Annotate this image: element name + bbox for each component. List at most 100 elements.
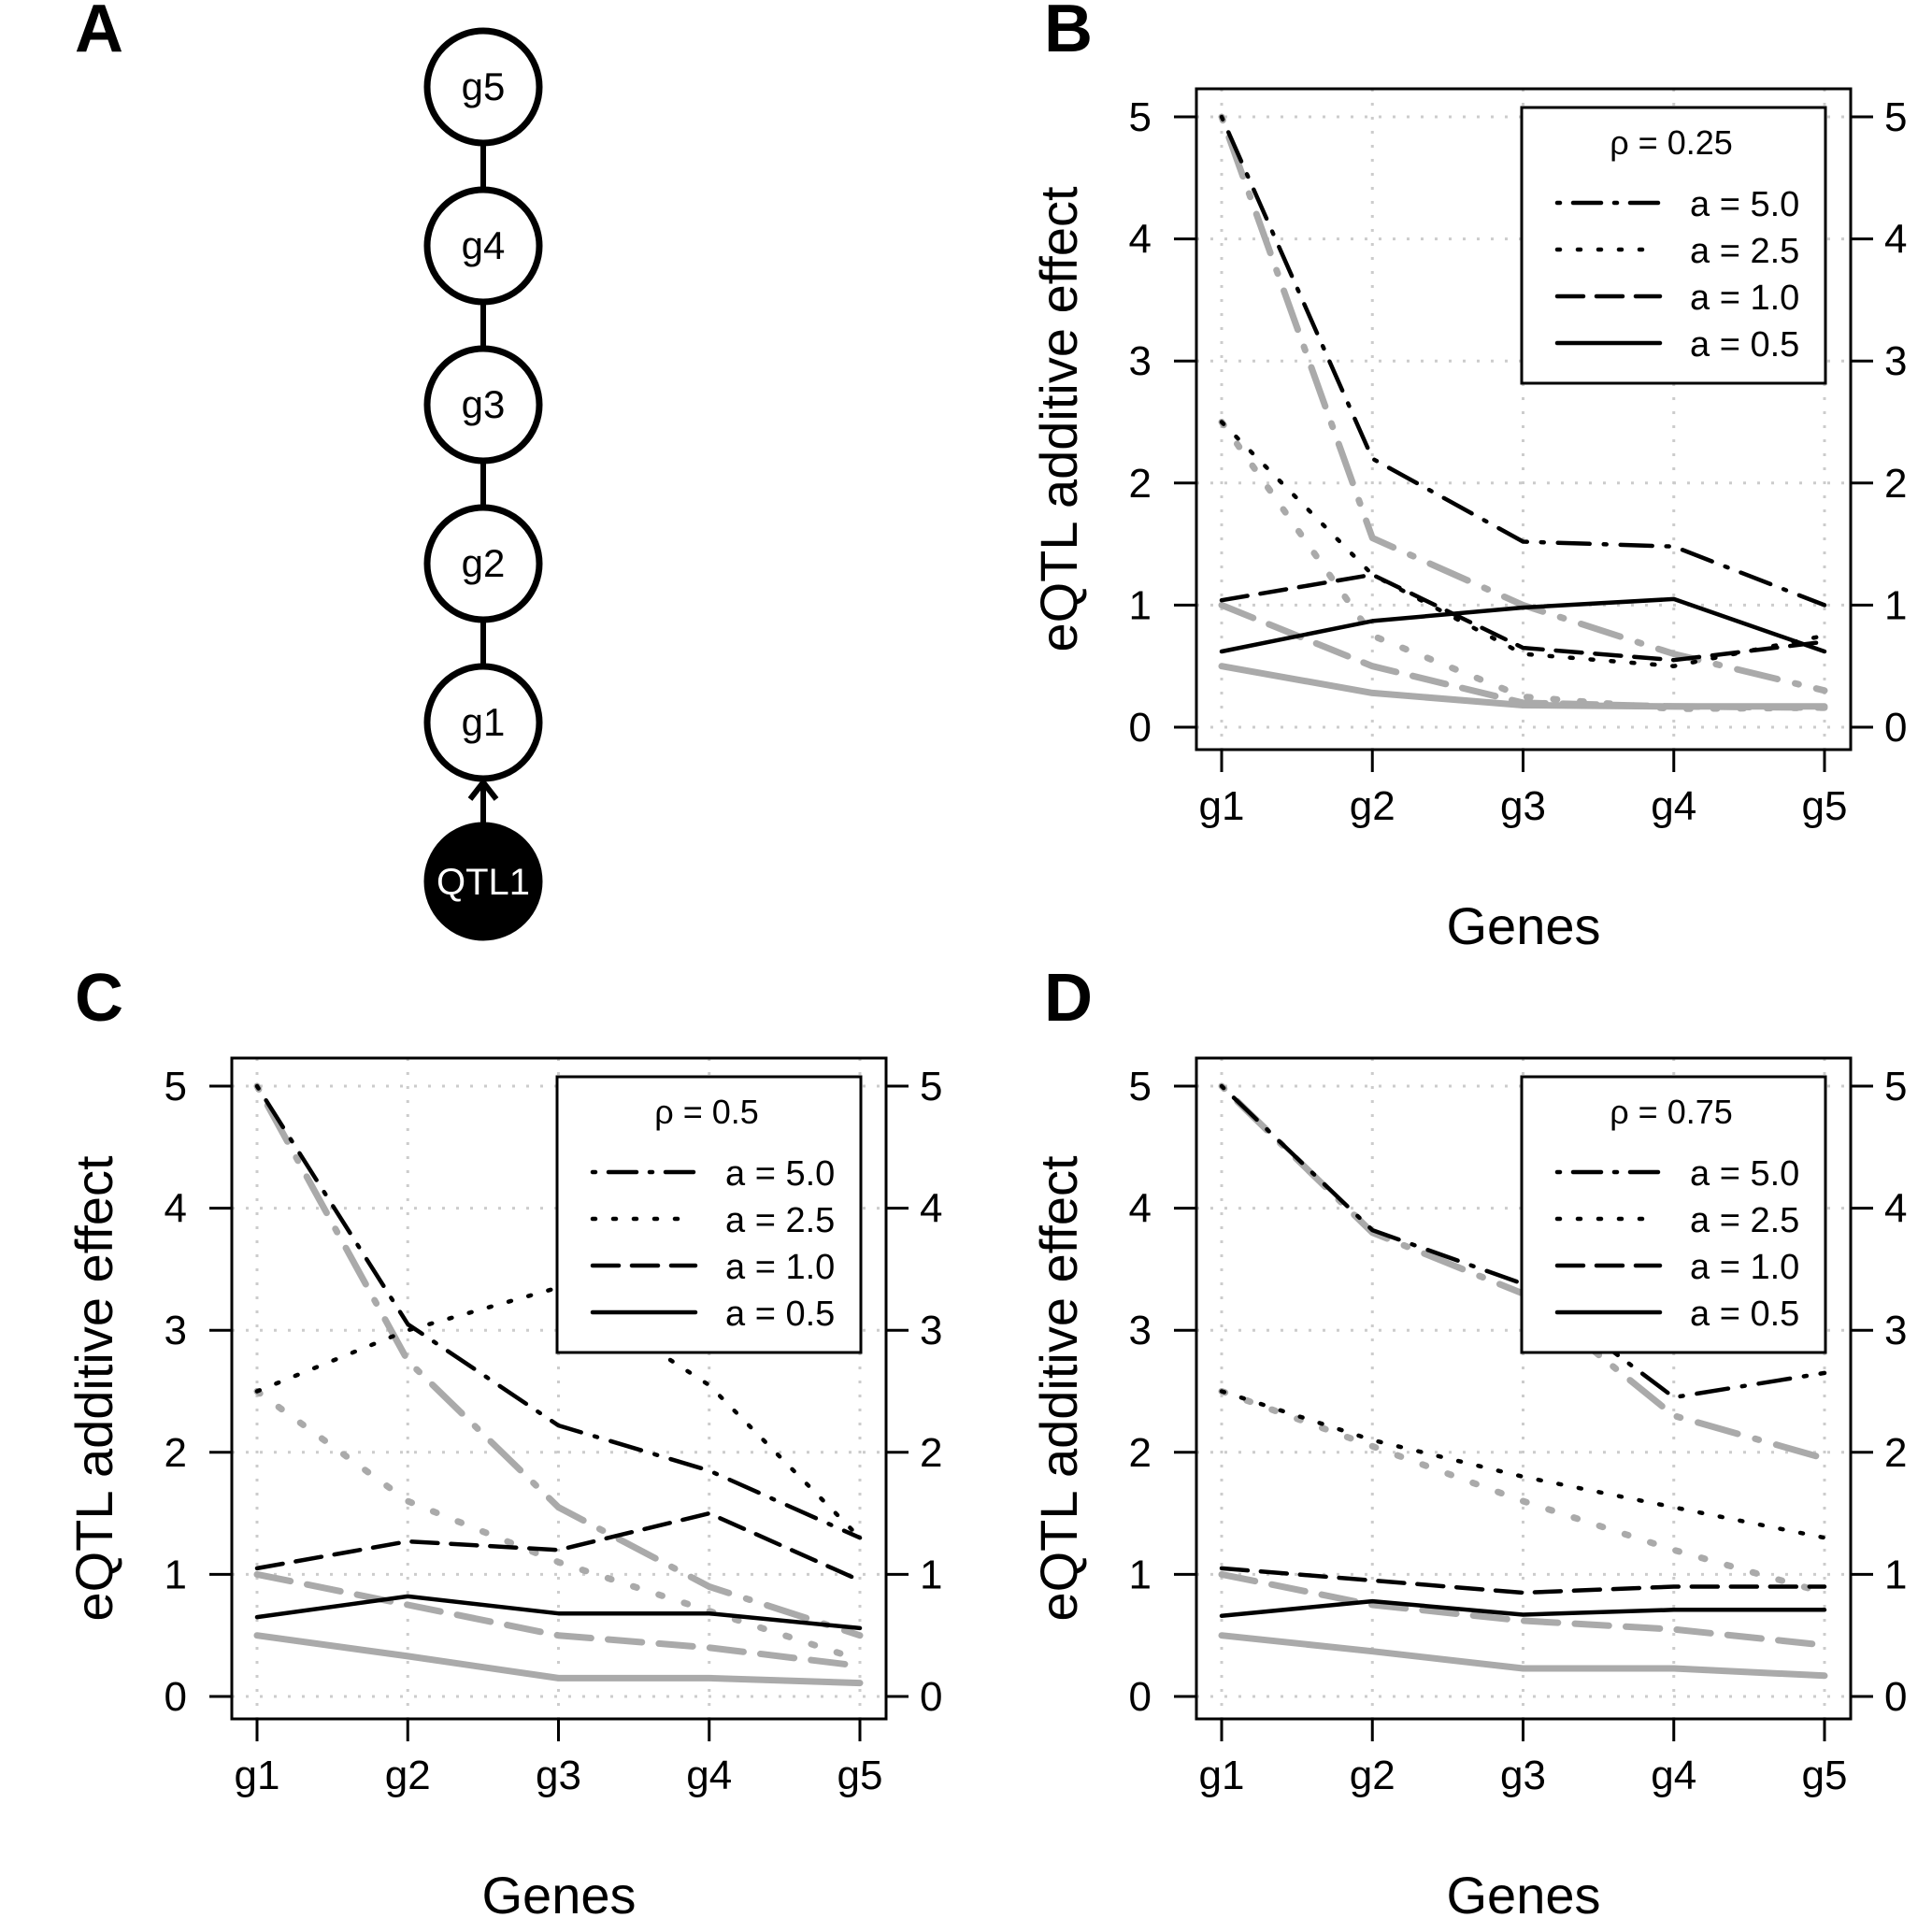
series-line-true-solid <box>1218 1632 1828 1680</box>
chart-panel-c: g1 g2 g3 g4 g5 0 0 1 1 2 2 3 3 4 4 5 5 Genes eQTL additive… <box>64 1056 942 1925</box>
legend-label: a = 1.0 <box>725 1248 835 1287</box>
x-tick-label: g4 <box>1651 1753 1696 1798</box>
y-tick-label-right: 4 <box>1884 1186 1907 1232</box>
x-tick-label: g3 <box>536 1753 581 1798</box>
series-line-true-dotdash <box>253 1082 864 1639</box>
y-tick-label-left: 1 <box>1129 1552 1152 1597</box>
x-tick-label: g2 <box>1350 783 1395 829</box>
series-line-estimated-solid <box>1219 596 1827 654</box>
panel-label-c: C <box>75 961 123 1036</box>
node-label-qtl1: QTL1 <box>436 862 530 903</box>
y-tick-label-right: 3 <box>920 1308 942 1353</box>
series-line-estimated-dashed <box>254 1510 863 1583</box>
y-tick-label-right: 3 <box>1884 338 1907 384</box>
legend-title: ρ = 0.5 <box>654 1093 759 1131</box>
series-line-estimated-dotted <box>1219 420 1827 668</box>
legend-label: a = 1.0 <box>1690 1248 1799 1287</box>
y-tick-label-right: 1 <box>1884 1552 1907 1597</box>
x-axis-title: Genes <box>1447 1866 1601 1925</box>
x-tick-label: g1 <box>235 1753 280 1798</box>
legend-title: ρ = 0.25 <box>1610 123 1733 162</box>
node-g5 <box>423 27 543 147</box>
x-tick-label: g2 <box>385 1753 431 1798</box>
series-line-estimated-dotdash <box>1219 1083 1827 1400</box>
y-tick-label-left: 4 <box>1129 217 1152 263</box>
series-line-estimated-dotdash <box>254 1083 863 1540</box>
series-line-true-dotdash <box>1218 113 1828 694</box>
chart-panel-d: g1 g2 g3 g4 g5 0 0 1 1 2 2 3 3 4 4 5 5 Genes eQTL additive… <box>1029 1056 1907 1925</box>
legend-box <box>1520 1075 1827 1354</box>
panel-label-b: B <box>1044 0 1093 66</box>
legend-label: a = 2.5 <box>1690 1201 1799 1240</box>
legend-label: a = 5.0 <box>1690 185 1799 224</box>
y-tick-label-right: 5 <box>1884 1064 1907 1109</box>
y-tick-label-left: 5 <box>1129 1064 1152 1109</box>
node-label-g5: g5 <box>462 64 506 108</box>
panel-label-d: D <box>1044 961 1093 1036</box>
y-tick-label-right: 2 <box>1884 461 1907 507</box>
series-line-estimated-dashed <box>1219 572 1827 663</box>
y-tick-label-right: 0 <box>920 1674 942 1720</box>
y-tick-label-right: 1 <box>1884 582 1907 628</box>
x-tick-label: g3 <box>1500 783 1546 829</box>
y-tick-label-right: 2 <box>1884 1430 1907 1476</box>
series-line-true-dotted <box>1218 1388 1828 1596</box>
node-g1 <box>423 663 543 782</box>
y-tick-label-left: 1 <box>1129 582 1152 628</box>
legend-title: ρ = 0.75 <box>1610 1093 1733 1131</box>
series-line-true-solid <box>1218 663 1828 710</box>
node-qtl1 <box>423 822 543 941</box>
series-line-estimated-solid <box>254 1594 863 1631</box>
series-line-estimated-dashed <box>1219 1566 1827 1596</box>
legend-label: a = 0.5 <box>1690 325 1799 365</box>
series-line-estimated-solid <box>1219 1598 1827 1619</box>
y-tick-label-left: 0 <box>165 1674 187 1720</box>
y-tick-label-left: 3 <box>165 1308 187 1353</box>
y-tick-label-right: 1 <box>920 1552 942 1597</box>
y-tick-label-left: 2 <box>165 1430 187 1476</box>
y-tick-label-left: 3 <box>1129 338 1152 384</box>
y-tick-label-left: 0 <box>1129 705 1152 751</box>
legend-label: a = 1.0 <box>1690 279 1799 318</box>
x-tick-label: g4 <box>1651 783 1696 829</box>
chart-panel-b: g1 g2 g3 g4 g5 0 0 1 1 2 2 3 3 4 4 5 5 Genes eQTL additive… <box>1029 87 1907 955</box>
y-tick-label-left: 5 <box>165 1064 187 1109</box>
x-tick-label: g2 <box>1350 1753 1395 1798</box>
node-g3 <box>423 345 543 465</box>
network-diagram: g5 g4 g3 g2 g1 QTL1 <box>423 27 543 941</box>
legend-label: a = 0.5 <box>1690 1295 1799 1334</box>
y-tick-label-right: 2 <box>920 1430 942 1476</box>
y-tick-label-right: 0 <box>1884 1674 1907 1720</box>
legend: ρ = 0.75 a = 5.0 a = 2.5 a = 1.0 a = 0.5 <box>1520 1075 1827 1354</box>
y-tick-label-right: 3 <box>1884 1308 1907 1353</box>
legend-label: a = 5.0 <box>1690 1154 1799 1194</box>
legend: ρ = 0.25 a = 5.0 a = 2.5 a = 1.0 a = 0.5 <box>1520 106 1827 385</box>
y-tick-label-left: 2 <box>1129 461 1152 507</box>
x-tick-label: g3 <box>1500 1753 1546 1798</box>
x-axis-title: Genes <box>482 1866 637 1925</box>
y-axis-title: eQTL additive effect <box>64 1155 123 1622</box>
series-line-estimated-dotted <box>1219 1389 1827 1540</box>
y-tick-label-right: 0 <box>1884 705 1907 751</box>
y-tick-label-right: 5 <box>920 1064 942 1109</box>
node-label-g1: g1 <box>462 700 506 744</box>
series-line-true-solid <box>253 1632 864 1687</box>
legend-box <box>555 1075 863 1354</box>
y-tick-label-right: 5 <box>1884 94 1907 140</box>
node-label-g3: g3 <box>462 382 506 426</box>
legend-label: a = 2.5 <box>725 1201 835 1240</box>
series-line-estimated-dotdash <box>1219 114 1827 608</box>
series-line-true-dotted <box>253 1388 864 1664</box>
series-line-true-dashed <box>253 1570 864 1669</box>
legend-label: a = 0.5 <box>725 1295 835 1334</box>
arrow-head-icon <box>467 778 499 801</box>
y-axis-title: eQTL additive effect <box>1029 1155 1088 1622</box>
legend-label: a = 5.0 <box>725 1154 835 1194</box>
legend-box <box>1520 106 1827 385</box>
y-tick-label-right: 4 <box>1884 217 1907 263</box>
y-tick-label-left: 3 <box>1129 1308 1152 1353</box>
y-tick-label-left: 4 <box>1129 1186 1152 1232</box>
x-axis-title: Genes <box>1447 896 1601 955</box>
node-label-g2: g2 <box>462 541 506 585</box>
